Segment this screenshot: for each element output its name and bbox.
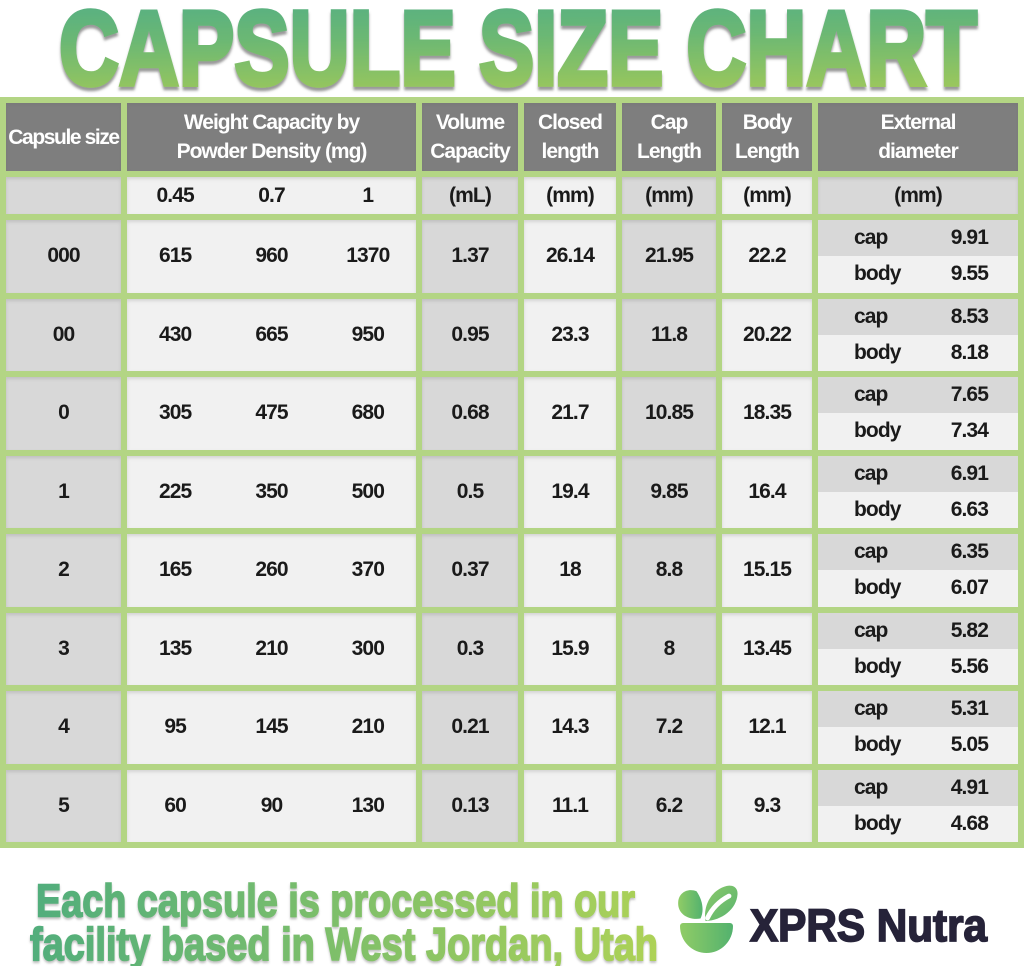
- svg-text:XPRS Nutra: XPRS Nutra: [750, 900, 988, 951]
- svg-text:facility based in West Jordan,: facility based in West Jordan, Utah: [30, 918, 658, 966]
- svg-text:Each capsule is processed in o: Each capsule is processed in our: [36, 874, 635, 926]
- svg-text:CAPSULE SIZE CHART: CAPSULE SIZE CHART: [59, 0, 977, 97]
